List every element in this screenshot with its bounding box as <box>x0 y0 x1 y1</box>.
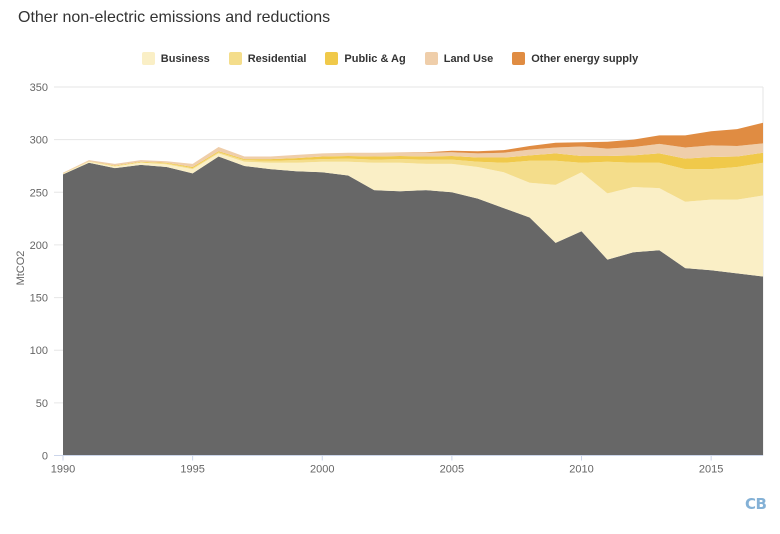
area-base[interactable] <box>63 156 763 456</box>
legend-label: Residential <box>247 52 307 65</box>
x-tick-label: 2015 <box>699 464 723 476</box>
legend-label: Land Use <box>443 52 494 65</box>
legend-swatch-business <box>141 52 155 65</box>
area-public_ag[interactable] <box>63 151 763 174</box>
legend: Business Residential Public & Ag Land Use Ot… <box>0 52 780 65</box>
legend-item-residential[interactable]: Residential <box>228 52 307 65</box>
y-tick-label: 100 <box>30 345 48 357</box>
carbon-brief-logo: CB <box>745 495 767 513</box>
legend-swatch-residential <box>228 52 242 65</box>
x-tick-label: 2000 <box>310 464 334 476</box>
y-axis-title: MtCO2 <box>15 250 27 286</box>
legend-item-business[interactable]: Business <box>141 52 210 65</box>
x-tick-label: 2005 <box>440 464 464 476</box>
x-tick-label: 2010 <box>569 464 593 476</box>
legend-item-public_ag[interactable]: Public & Ag <box>325 52 406 65</box>
legend-swatch-public_ag <box>325 52 339 65</box>
y-tick-label: 150 <box>30 293 48 305</box>
x-tick-label: 1990 <box>51 464 75 476</box>
legend-swatch-land_use <box>424 52 438 65</box>
area-business[interactable] <box>63 153 763 277</box>
y-tick-label: 250 <box>30 187 48 199</box>
legend-item-land_use[interactable]: Land Use <box>424 52 494 65</box>
y-tick-label: 350 <box>30 82 48 94</box>
legend-label: Business <box>160 52 210 65</box>
y-tick-label: 50 <box>36 398 48 410</box>
area-residential[interactable] <box>63 152 763 202</box>
legend-swatch-other_energy <box>512 52 526 65</box>
legend-label: Public & Ag <box>344 52 406 65</box>
area-land_use[interactable] <box>63 143 763 174</box>
y-tick-label: 200 <box>30 240 48 252</box>
y-tick-label: 300 <box>30 135 48 147</box>
y-tick-label: 0 <box>42 451 48 463</box>
legend-label: Other energy supply <box>531 52 639 65</box>
chart-title: Other non-electric emissions and reducti… <box>18 9 331 26</box>
legend-item-other_energy[interactable]: Other energy supply <box>512 52 638 65</box>
x-tick-label: 1995 <box>180 464 204 476</box>
